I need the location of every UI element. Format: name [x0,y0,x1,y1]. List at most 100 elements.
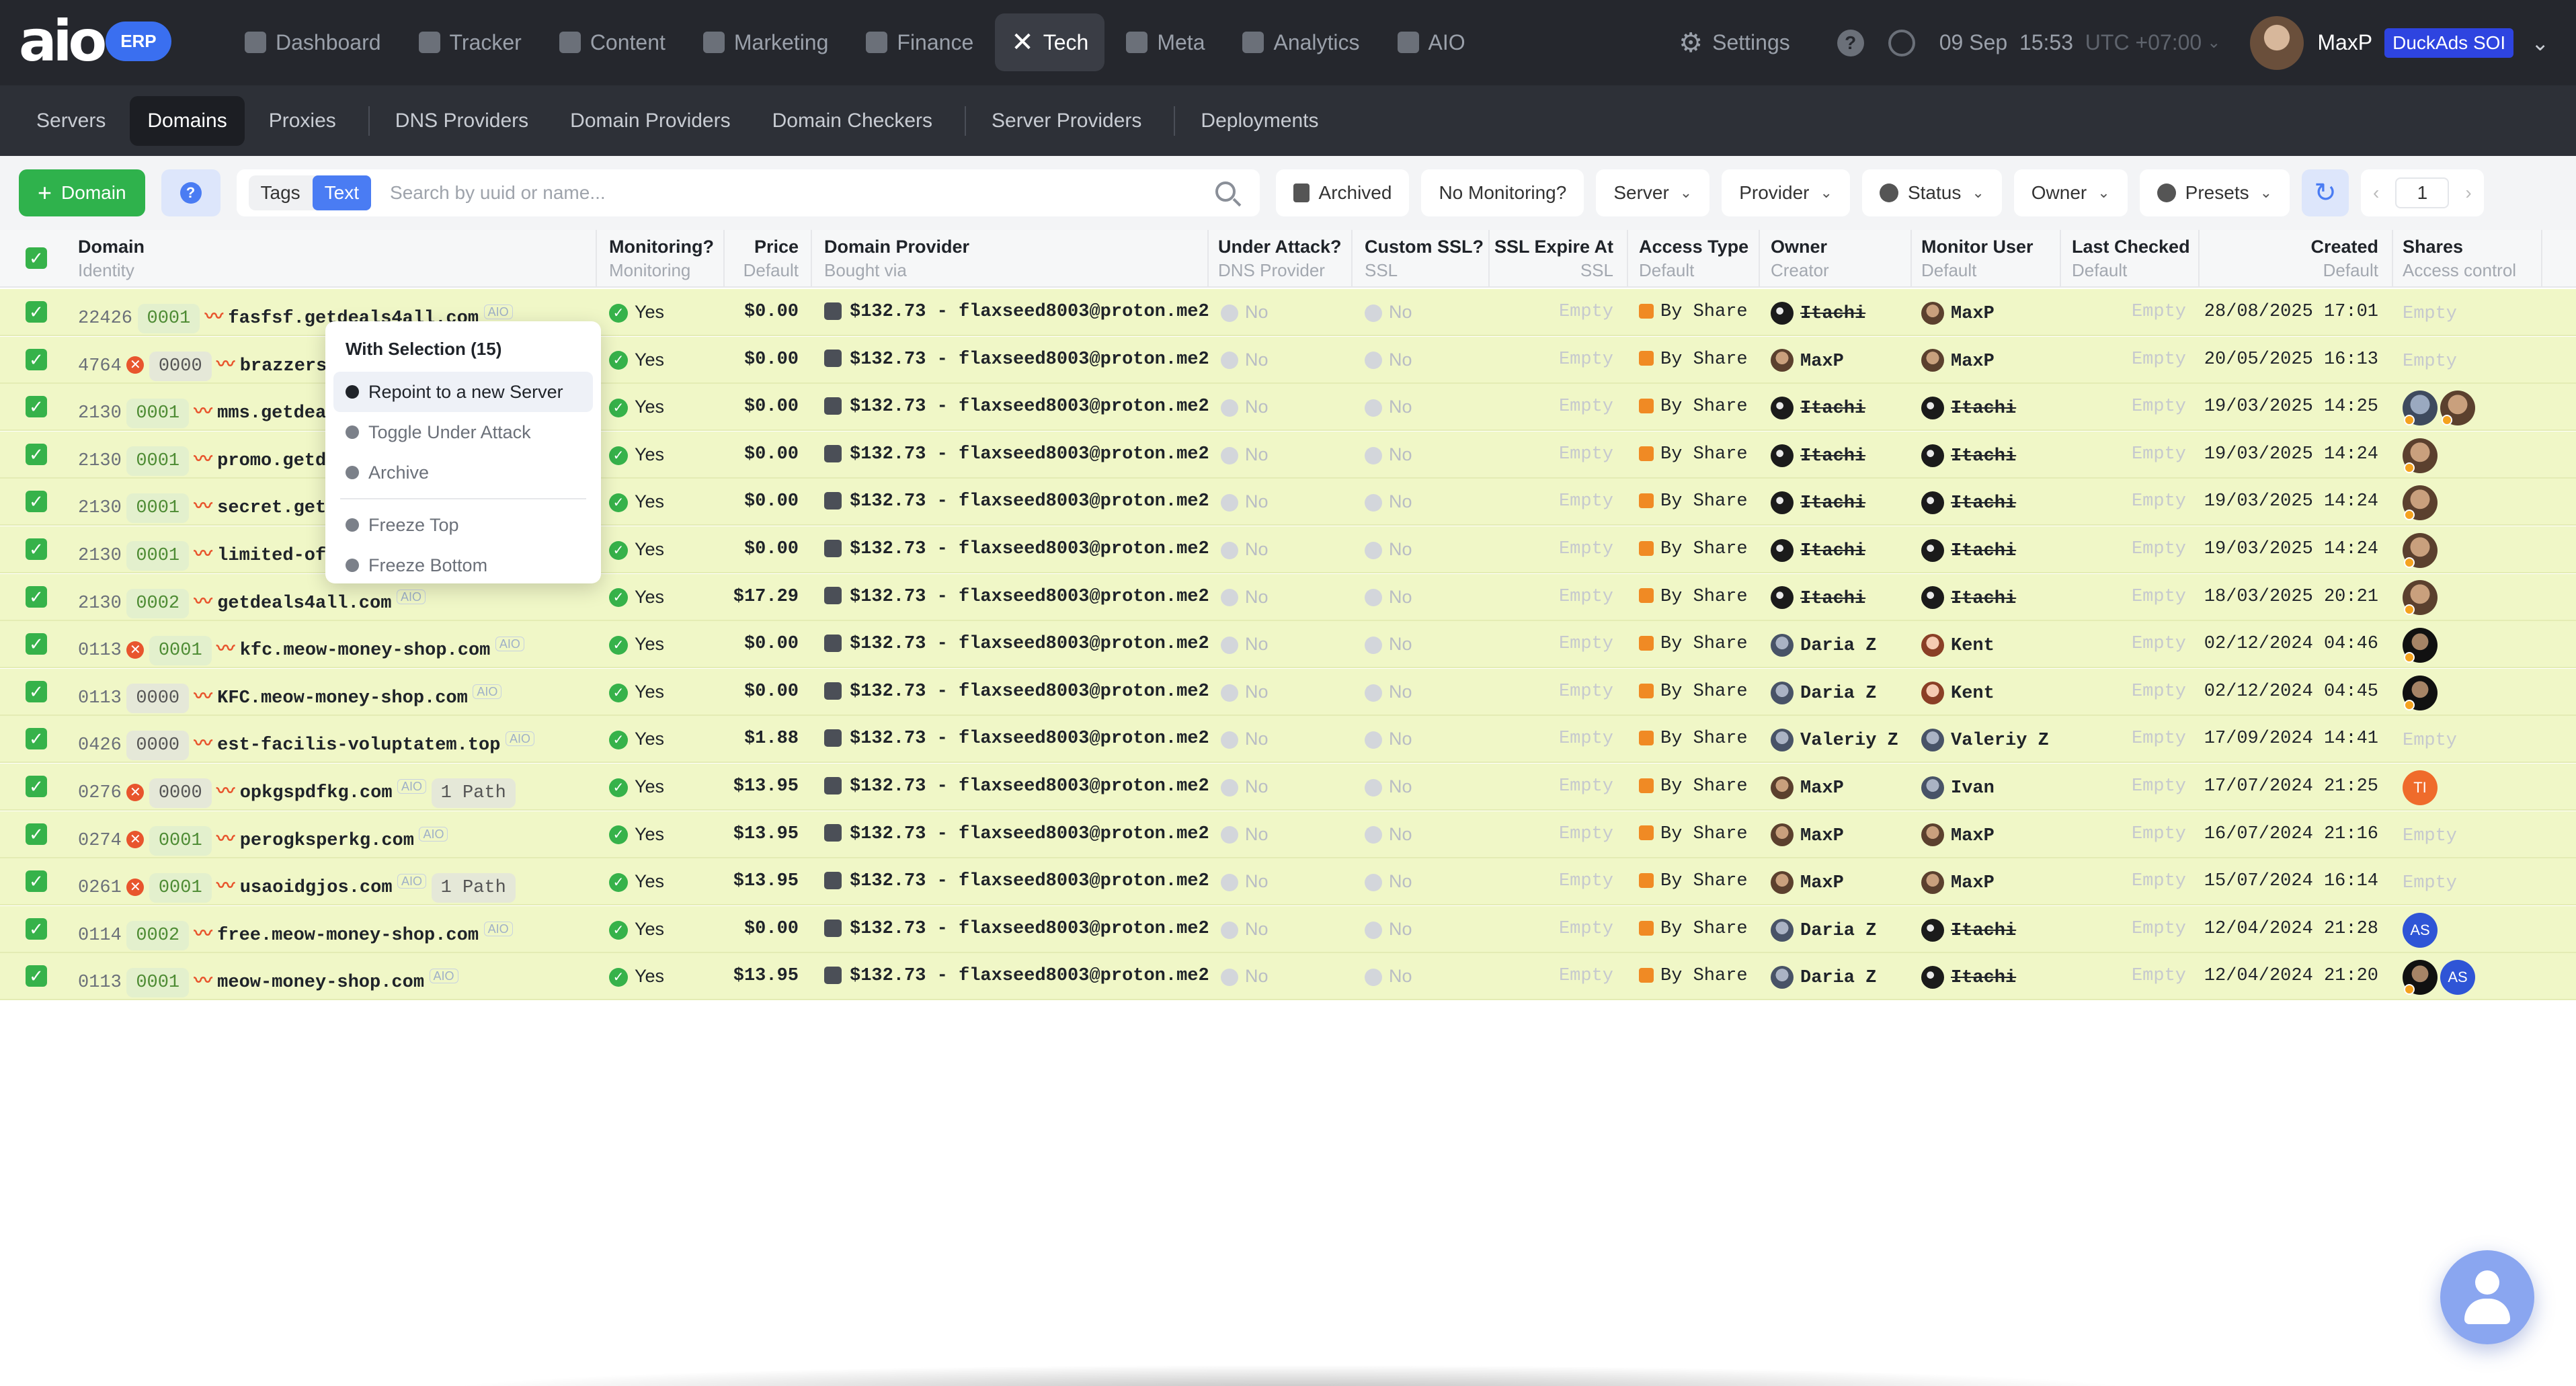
shares-cell[interactable]: AS [2403,953,2478,999]
shares-cell[interactable] [2403,526,2440,572]
column-header-domain-provider[interactable]: Domain Provider Bought via [824,237,969,281]
share-avatar[interactable]: TI [2403,770,2438,805]
domain-name[interactable]: getdeals4all.com [217,593,392,614]
subnav-item-domain-providers[interactable]: Domain Providers [570,109,731,132]
row-checkbox[interactable]: ✓ [26,585,47,608]
nav-item-content[interactable]: Content [543,13,682,71]
table-row[interactable]: ✓ 0261 ✕ 0001 〰 usaoidgjos.com AIO 1 Path… [0,858,2576,906]
domain-provider-cell[interactable]: $132.73 - flaxseed8003@proton.me2 [824,621,1209,667]
row-checkbox[interactable]: ✓ [26,348,47,370]
monitor-user-cell[interactable]: Itachi [1921,432,2016,477]
row-checkbox[interactable]: ✓ [26,965,47,987]
row-checkbox[interactable]: ✓ [26,443,47,465]
monitor-user-cell[interactable]: MaxP [1921,811,1995,857]
shares-cell[interactable]: Empty [2403,716,2457,762]
owner-cell[interactable]: Daria Z [1771,669,1876,715]
subnav-item-proxies[interactable]: Proxies [268,109,336,132]
shares-cell[interactable] [2403,574,2440,620]
column-header-owner[interactable]: Owner Creator [1771,237,1829,281]
column-header-shares[interactable]: Shares Access control [2403,237,2516,281]
column-header-domain[interactable]: Domain Identity [78,237,145,281]
monitor-user-cell[interactable]: Valeriy Z [1921,716,2049,762]
shares-cell[interactable] [2403,384,2478,430]
shares-cell[interactable] [2403,479,2440,524]
owner-cell[interactable]: Itachi [1771,526,1865,572]
row-checkbox[interactable]: ✓ [26,301,47,323]
table-row[interactable]: ✓ 0113 0001 〰 meow-money-shop.com AIO ✓ Yes… [0,953,2576,1001]
monitor-user-cell[interactable]: MaxP [1921,337,1995,382]
owner-cell[interactable]: Itachi [1771,479,1865,524]
domain-name[interactable]: kfc.meow-money-shop.com [239,641,491,661]
owner-filter-dropdown[interactable]: Owner ⌄ [2013,169,2128,216]
domain-name[interactable]: est-facilis-voluptatem.top [217,735,501,756]
refresh-button[interactable]: ↻ [2302,169,2349,216]
app-logo[interactable]: aio ERP [19,13,171,69]
domain-cell[interactable]: 0114 0002 〰 free.meow-money-shop.com AIO [78,906,513,952]
domain-provider-cell[interactable]: $132.73 - flaxseed8003@proton.me2 [824,479,1209,524]
monitor-user-cell[interactable]: Ivan [1921,764,1995,809]
nav-item-tech[interactable]: ✕ Tech [995,13,1105,71]
monitor-user-cell[interactable]: Itachi [1921,384,2016,430]
nav-item-tracker[interactable]: Tracker [403,13,538,71]
shares-cell[interactable] [2403,432,2440,477]
share-avatar[interactable] [2403,580,2438,616]
nav-item-finance[interactable]: Finance [850,13,990,71]
next-page-icon[interactable]: › [2465,182,2472,203]
share-avatar[interactable] [2403,391,2438,426]
shares-cell[interactable]: Empty [2403,858,2457,904]
domain-provider-cell[interactable]: $132.73 - flaxseed8003@proton.me2 [824,432,1209,477]
datetime[interactable]: 09 Sep 15:53 UTC +07:00 [1939,30,2202,55]
monitor-user-cell[interactable]: Itachi [1921,574,2016,620]
domain-cell[interactable]: 0113 ✕ 0001 〰 kfc.meow-money-shop.com AI… [78,621,524,667]
owner-cell[interactable]: Daria Z [1771,621,1876,667]
domain-provider-cell[interactable]: $132.73 - flaxseed8003@proton.me2 [824,289,1209,335]
table-row[interactable]: ✓ 0426 0000 〰 est-facilis-voluptatem.top … [0,716,2576,764]
domain-provider-cell[interactable]: $132.73 - flaxseed8003@proton.me2 [824,764,1209,809]
share-avatar[interactable] [2403,960,2438,995]
nav-item-meta[interactable]: Meta [1110,13,1221,71]
row-checkbox[interactable]: ✓ [26,538,47,560]
column-header-custom-ssl[interactable]: Custom SSL? SSL [1365,237,1484,281]
domain-cell[interactable]: 0261 ✕ 0001 〰 usaoidgjos.com AIO 1 Path [78,858,516,904]
monitor-user-cell[interactable]: MaxP [1921,858,1995,904]
support-chat-button[interactable] [2440,1250,2534,1344]
table-row[interactable]: ✓ 0274 ✕ 0001 〰 perogksperkg.com AIO ✓ Yes $… [0,811,2576,858]
domain-provider-cell[interactable]: $132.73 - flaxseed8003@proton.me2 [824,716,1209,762]
shares-cell[interactable]: Empty [2403,289,2457,335]
user-avatar[interactable] [2250,15,2304,70]
domain-provider-cell[interactable]: $132.73 - flaxseed8003@proton.me2 [824,526,1209,572]
domain-cell[interactable]: 0113 0001 〰 meow-money-shop.com AIO [78,953,458,999]
domain-provider-cell[interactable]: $132.73 - flaxseed8003@proton.me2 [824,811,1209,857]
user-team-badge[interactable]: DuckAds SOI [2384,28,2514,58]
table-row[interactable]: ✓ 0276 ✕ 0000 〰 opkgspdfkg.com AIO 1 Path… [0,764,2576,811]
nav-item-marketing[interactable]: Marketing [687,13,845,71]
menu-item-freeze-top[interactable]: Freeze Top [333,505,593,545]
share-avatar[interactable] [2440,391,2475,426]
share-avatar[interactable] [2403,485,2438,521]
monitor-user-cell[interactable]: Kent [1921,621,1995,667]
domain-provider-cell[interactable]: $132.73 - flaxseed8003@proton.me2 [824,574,1209,620]
shares-cell[interactable]: Empty [2403,811,2457,857]
row-checkbox[interactable]: ✓ [26,728,47,750]
monitor-user-cell[interactable]: Itachi [1921,526,2016,572]
page-number[interactable]: 1 [2395,177,2450,208]
owner-cell[interactable]: Daria Z [1771,906,1876,952]
menu-item-toggle-under-attack[interactable]: Toggle Under Attack [333,412,593,452]
domain-cell[interactable]: 0113 0000 〰 KFC.meow-money-shop.com AIO [78,669,502,715]
row-checkbox[interactable]: ✓ [26,870,47,893]
row-checkbox[interactable]: ✓ [26,680,47,702]
no-monitoring-filter-button[interactable]: No Monitoring? [1421,169,1584,216]
domain-cell[interactable]: 0276 ✕ 0000 〰 opkgspdfkg.com AIO 1 Path [78,764,516,809]
help-icon[interactable]: ? [1837,29,1864,56]
table-row[interactable]: ✓ 0114 0002 〰 free.meow-money-shop.com AI… [0,905,2576,953]
monitor-user-cell[interactable]: Itachi [1921,906,2016,952]
nav-item-analytics[interactable]: Analytics [1226,13,1375,71]
column-header-under-attack[interactable]: Under Attack? DNS Provider [1218,237,1342,281]
nav-item-aio[interactable]: AIO [1381,13,1482,71]
domain-provider-cell[interactable]: $132.73 - flaxseed8003@proton.me2 [824,337,1209,382]
owner-cell[interactable]: MaxP [1771,811,1844,857]
path-count-badge[interactable]: 1 Path [431,778,516,808]
menu-item-repoint-to-a-new-server[interactable]: Repoint to a new Server [333,372,593,412]
monitor-user-cell[interactable]: Itachi [1921,953,2016,999]
prev-page-icon[interactable]: ‹ [2373,182,2380,203]
